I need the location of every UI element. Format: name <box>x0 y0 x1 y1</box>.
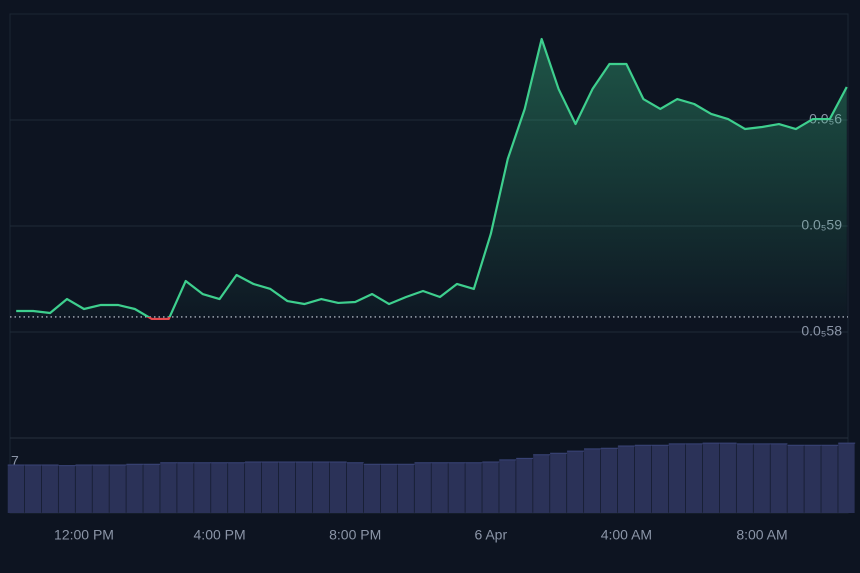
volume-bar <box>550 453 567 513</box>
volume-bar <box>109 464 126 513</box>
volume-bar <box>770 443 787 513</box>
x-tick-label: 12:00 PM <box>54 527 114 543</box>
y2-tick-label: 7 <box>11 453 19 469</box>
x-tick-label: 8:00 AM <box>736 527 787 543</box>
volume-bar <box>75 464 92 513</box>
volume-bar <box>261 462 279 513</box>
volume-bar <box>584 448 601 513</box>
volume-bar <box>651 445 669 513</box>
volume-bar <box>278 462 296 513</box>
volume-bar <box>634 445 652 513</box>
volume-bar <box>736 443 753 513</box>
volume-bar <box>617 446 635 513</box>
volume-bar <box>397 464 414 513</box>
volume-bar <box>482 462 499 513</box>
volume-bar <box>567 451 584 513</box>
volume-bar <box>126 464 143 513</box>
volume-bar <box>58 465 75 513</box>
volume-bar <box>414 462 431 513</box>
volume-bar <box>245 462 262 513</box>
volume-bar <box>346 462 364 513</box>
price-line <box>16 37 848 317</box>
volume-bar <box>363 464 381 513</box>
x-tick-label: 4:00 PM <box>194 527 246 543</box>
volume-bar <box>177 462 194 513</box>
volume-bar <box>194 462 211 513</box>
volume-bar <box>821 445 838 513</box>
x-tick-label: 6 Apr <box>474 527 507 543</box>
volume-bar <box>600 448 618 513</box>
volume-bar <box>702 443 720 513</box>
volume-bar <box>787 445 804 513</box>
volume-bar <box>228 462 245 513</box>
x-tick-label: 4:00 AM <box>601 527 652 543</box>
volume-bar <box>533 454 550 513</box>
volume-bar <box>516 458 533 513</box>
volume-bar <box>295 462 313 513</box>
volume-bar <box>465 462 482 513</box>
volume-bar <box>804 445 821 513</box>
volume-bar <box>753 443 770 513</box>
volume-bar <box>838 443 855 513</box>
volume-bar <box>431 462 448 513</box>
price-area <box>16 39 847 317</box>
volume-bar <box>143 464 160 513</box>
volume-bar <box>719 443 736 513</box>
y-tick-label: 0.0₅58 <box>801 323 842 339</box>
volume-bar <box>448 462 465 513</box>
volume-bar <box>312 462 330 513</box>
volume-bar <box>329 462 347 513</box>
volume-bar <box>7 464 25 513</box>
price-line-below <box>146 316 171 321</box>
volume-bar <box>380 464 397 513</box>
volume-bar <box>685 443 703 513</box>
volume-bar <box>668 443 686 513</box>
volume-bar <box>499 459 516 513</box>
volume-bar <box>211 462 228 513</box>
volume-bar <box>24 464 42 513</box>
volume-bar <box>41 464 58 513</box>
volume-bar <box>92 464 109 513</box>
x-tick-label: 8:00 PM <box>329 527 381 543</box>
volume-bar <box>160 462 177 513</box>
